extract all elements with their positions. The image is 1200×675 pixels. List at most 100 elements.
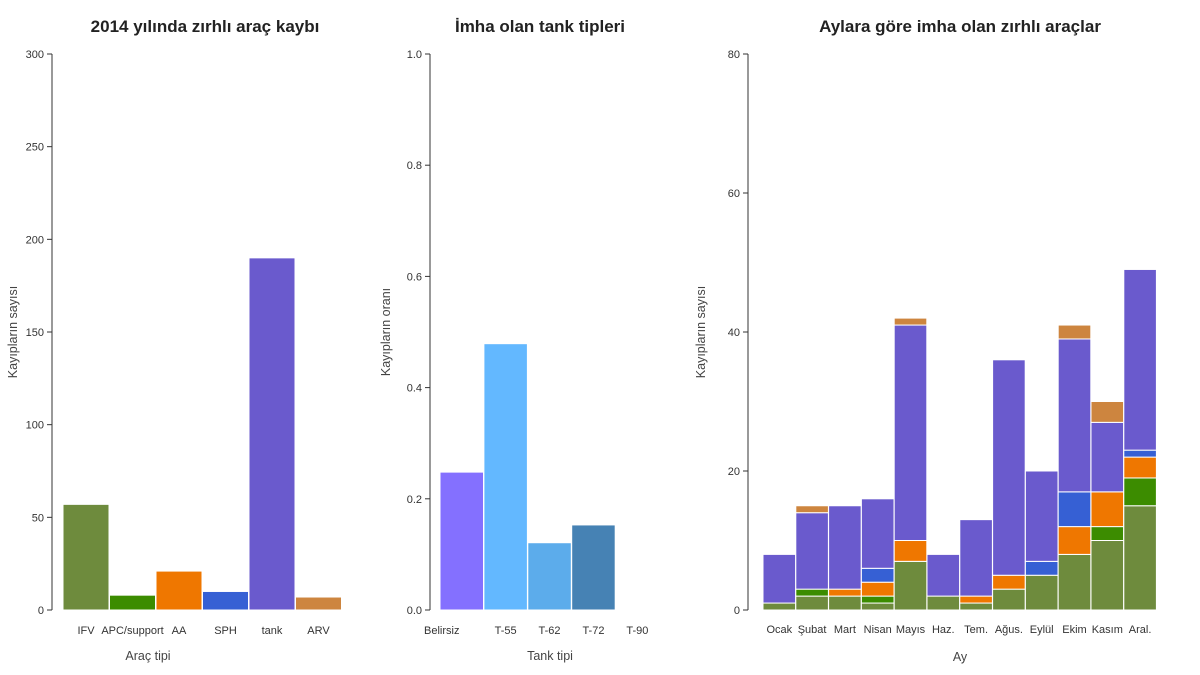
bar-segment-tank: [992, 359, 1026, 576]
bar-segment-ifv: [795, 595, 829, 611]
x-tick-label: Mayıs: [896, 624, 926, 636]
y-tick-label: 0.8: [407, 160, 422, 172]
bar-segment-aa: [1057, 526, 1092, 555]
bar-segment-apc-support: [1123, 477, 1157, 507]
bar-segment-tank: [926, 553, 961, 597]
bar-segment-ifv: [992, 588, 1026, 611]
x-tick-label: T-55: [495, 625, 517, 637]
bar-segment-ifv: [1123, 505, 1157, 611]
bar-segment-ifv: [762, 602, 797, 611]
bar: [571, 524, 616, 611]
bar-segment-tank: [1024, 470, 1059, 562]
bar-segment-sph: [1123, 449, 1157, 458]
y-tick-label: 200: [26, 234, 44, 246]
bar-segment-tank: [762, 553, 797, 604]
y-tick-label: 0.0: [407, 605, 422, 617]
bar-segment-apc-support: [860, 595, 895, 604]
bar-segment-ifv: [1057, 553, 1092, 611]
x-tick-label: Ağus.: [995, 624, 1023, 636]
chart-title: 2014 yılında zırhlı araç kaybı: [91, 17, 320, 36]
bar-segment-sph: [1024, 560, 1059, 576]
bar-segment-ifv: [1090, 540, 1125, 611]
bar-segment-aa: [893, 540, 928, 562]
y-axis-label: Kayıpların sayısı: [6, 286, 20, 378]
bar-segment-tank: [828, 505, 862, 590]
chart-vehicle-losses: 2014 yılında zırhlı araç kaybı Araç tipi…: [6, 17, 342, 663]
y-tick-label: 40: [728, 327, 740, 339]
x-axis-label: Tank tipi: [527, 649, 573, 663]
bar-segment-aa: [992, 574, 1026, 590]
bar-segment-aa: [1090, 491, 1125, 528]
y-tick-label: 0.2: [407, 494, 422, 506]
bar-segment-tank: [1057, 338, 1092, 493]
x-tick-label: SPH: [214, 625, 237, 637]
x-tick-label: Belirsiz: [424, 625, 459, 637]
bar-segment-arv: [1090, 401, 1125, 423]
x-tick-label: Mart: [834, 624, 856, 636]
chart-title: Aylara göre imha olan zırhlı araçlar: [819, 17, 1101, 36]
bar-segment-tank: [959, 519, 993, 597]
x-tick-label: APC/support: [101, 625, 163, 637]
x-tick-label: Kasım: [1092, 624, 1123, 636]
x-tick-label: Eylül: [1030, 624, 1054, 636]
bar-segment-apc-support: [795, 588, 829, 597]
y-tick-label: 300: [26, 49, 44, 61]
y-tick-label: 150: [26, 327, 44, 339]
x-tick-label: ARV: [307, 625, 330, 637]
chart-monthly-losses: Aylara göre imha olan zırhlı araçlar Ay …: [694, 17, 1157, 664]
bar-segment-ifv: [1024, 574, 1059, 611]
bar: [483, 343, 528, 611]
bar-segment-arv: [795, 505, 829, 514]
x-tick-label: T-90: [626, 625, 648, 637]
x-axis-label: Araç tipi: [125, 649, 170, 663]
x-tick-label: Nisan: [864, 624, 892, 636]
bar-segment-tank: [860, 498, 895, 569]
bar: [248, 257, 296, 611]
y-tick-label: 60: [728, 188, 740, 200]
bar-segment-sph: [1057, 491, 1092, 528]
bar-segment-tank: [893, 324, 928, 541]
y-tick-label: 100: [26, 420, 44, 432]
y-tick-label: 0.6: [407, 271, 422, 283]
bar: [527, 542, 572, 611]
x-tick-label: Şubat: [798, 624, 827, 636]
x-tick-label: AA: [172, 625, 187, 637]
chart-title: İmha olan tank tipleri: [455, 17, 625, 36]
x-tick-label: IFV: [77, 625, 95, 637]
bar: [202, 590, 249, 611]
x-tick-label: Haz.: [932, 624, 955, 636]
bar: [439, 471, 484, 611]
bar-segment-aa: [828, 588, 862, 597]
bar-segment-ifv: [926, 595, 961, 611]
bar-segment-ifv: [959, 602, 993, 611]
bar: [295, 596, 342, 611]
y-axis-label: Kayıpların sayısı: [694, 286, 708, 378]
bar-segment-ifv: [860, 602, 895, 611]
bar-segment-aa: [959, 595, 993, 604]
bar-segment-apc-support: [1090, 526, 1125, 541]
bar-segment-tank: [1090, 421, 1125, 493]
y-tick-label: 0: [734, 605, 740, 617]
y-tick-label: 80: [728, 49, 740, 61]
x-tick-label: T-62: [539, 625, 561, 637]
x-axis-label: Ay: [953, 650, 968, 664]
y-tick-label: 0: [38, 605, 44, 617]
bar-segment-arv: [1057, 324, 1092, 340]
bar: [62, 503, 110, 611]
y-tick-label: 250: [26, 142, 44, 154]
bar: [109, 594, 156, 611]
bar-segment-aa: [860, 581, 895, 597]
y-axis-label: Kayıpların oranı: [379, 288, 393, 376]
x-tick-label: Ocak: [766, 624, 792, 636]
x-tick-label: tank: [262, 625, 283, 637]
bar-segment-tank: [795, 512, 829, 590]
x-tick-label: Ekim: [1062, 624, 1086, 636]
y-tick-label: 0.4: [407, 383, 422, 395]
y-tick-label: 20: [728, 466, 740, 478]
bar: [155, 570, 203, 611]
x-tick-label: Aral.: [1129, 624, 1152, 636]
chart-tank-types: İmha olan tank tipleri Tank tipi Kayıpla…: [379, 17, 648, 663]
bar-segment-ifv: [828, 595, 862, 611]
y-tick-label: 50: [32, 512, 44, 524]
